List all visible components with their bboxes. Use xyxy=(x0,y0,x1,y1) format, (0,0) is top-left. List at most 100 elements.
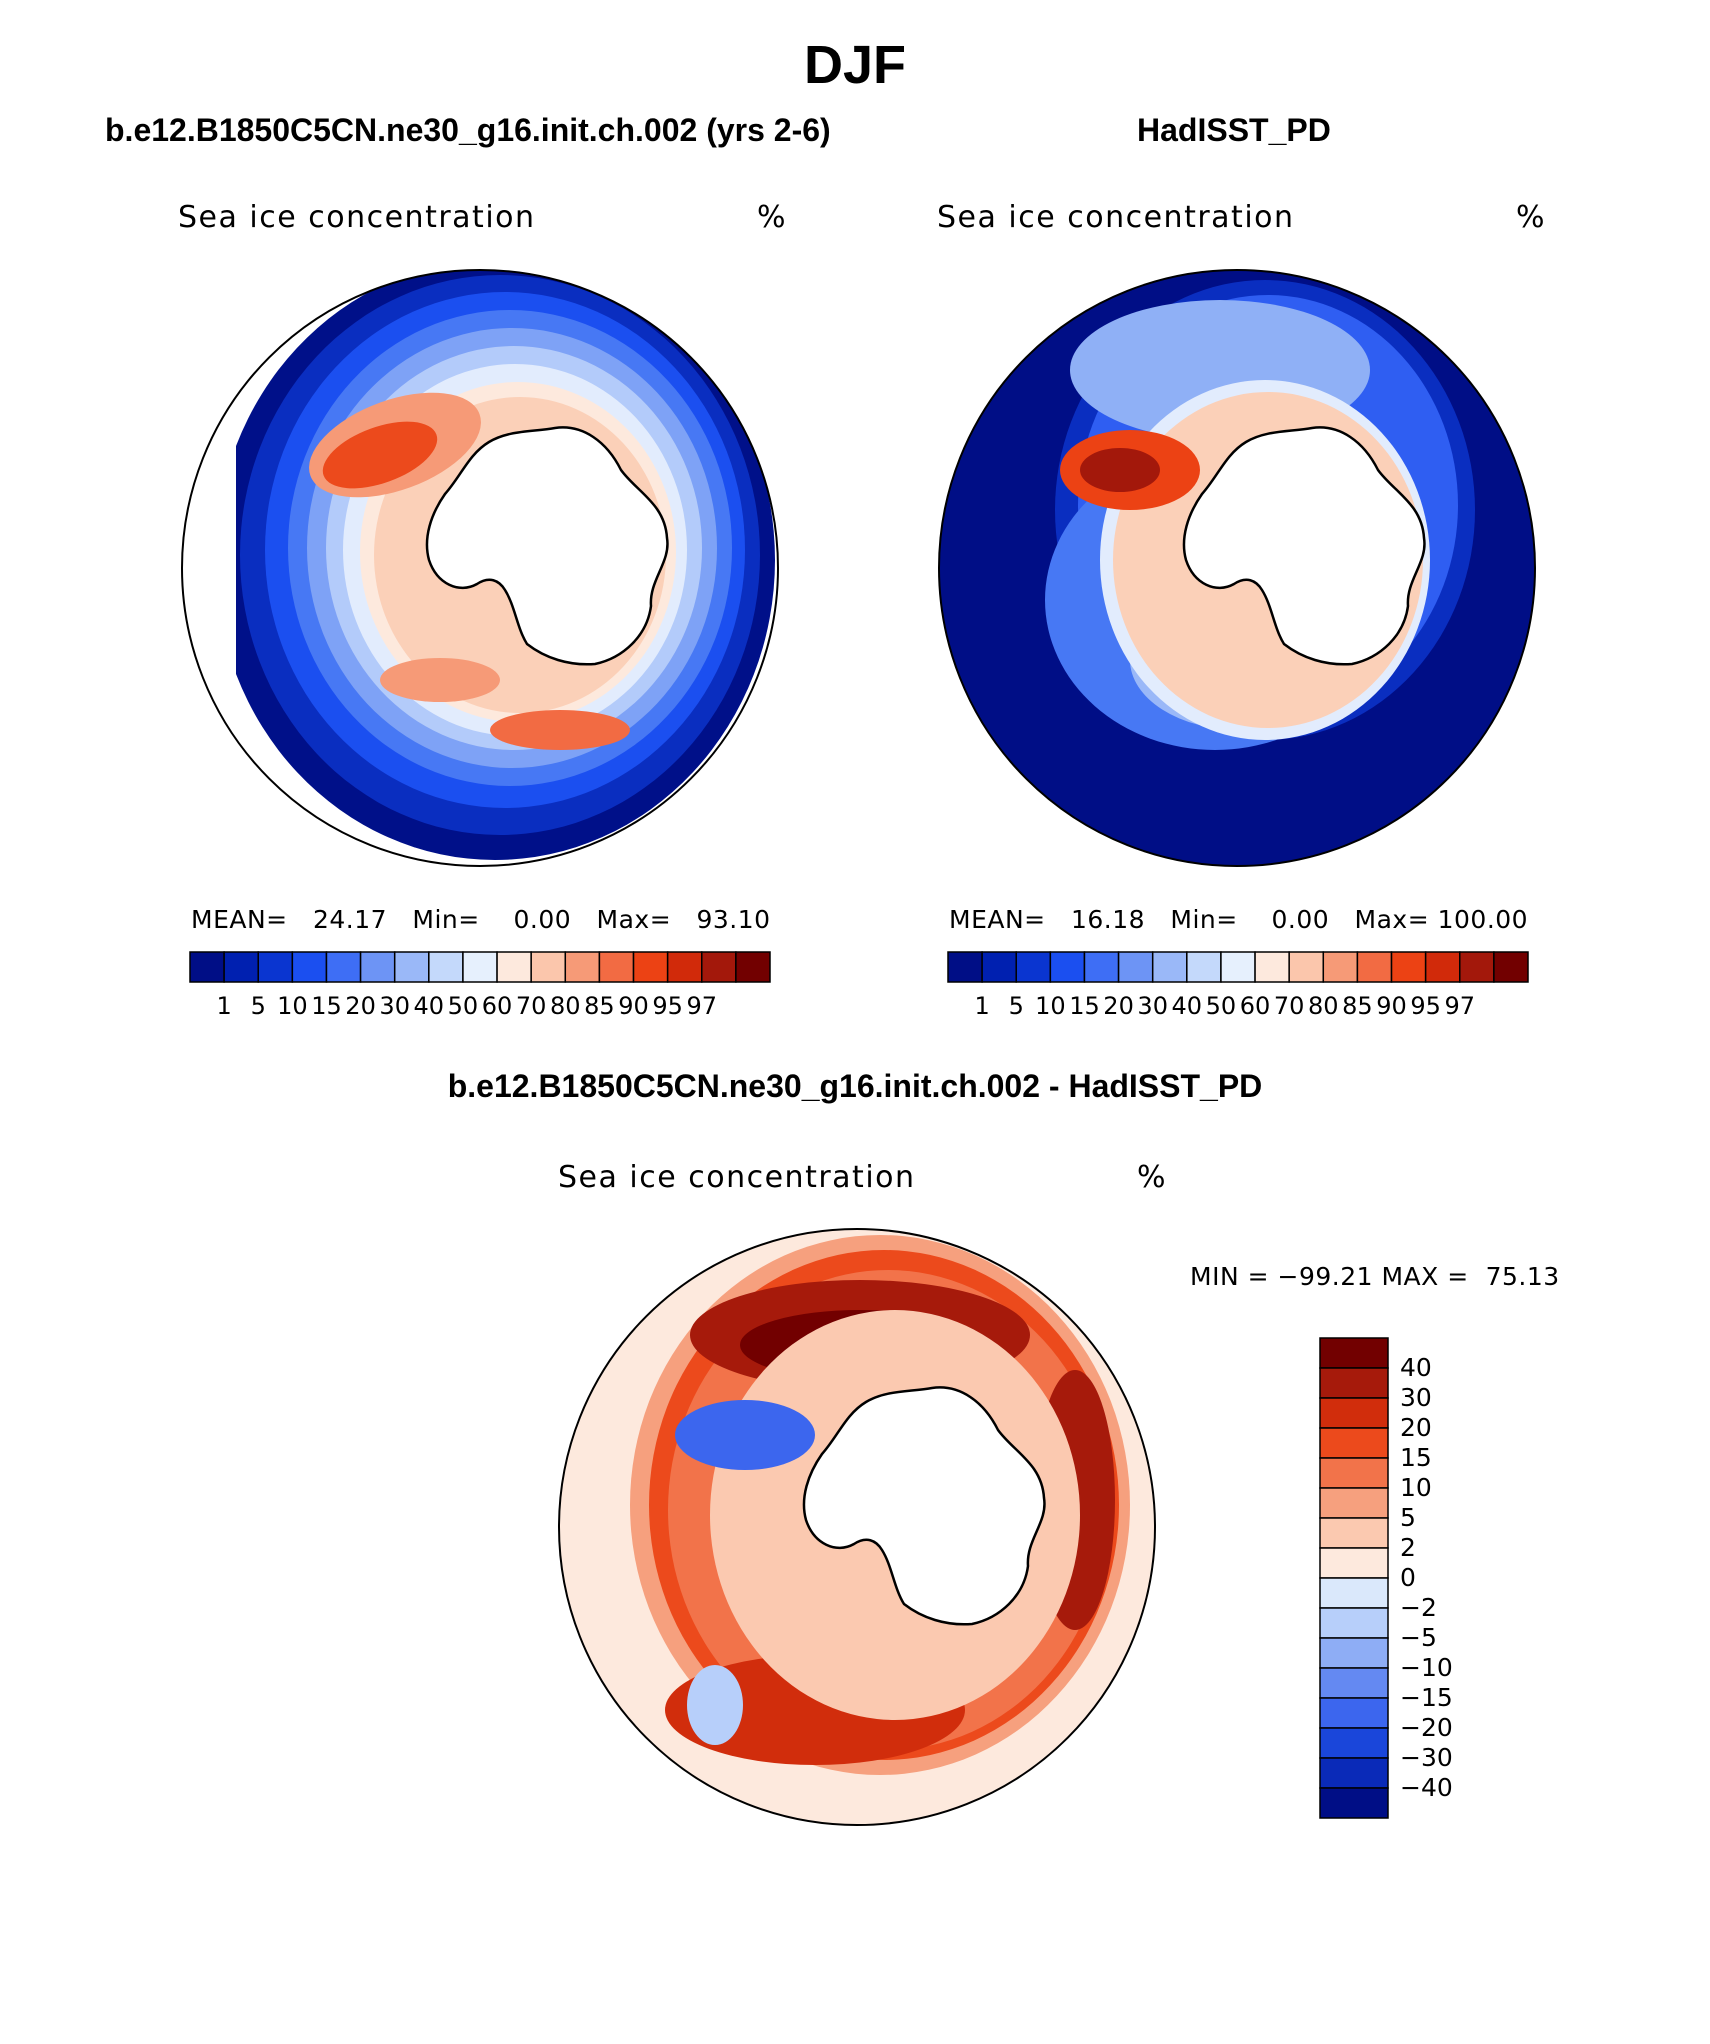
model-colorbar-box xyxy=(428,951,464,983)
figure-title: DJF xyxy=(803,35,906,95)
model-map xyxy=(181,269,779,867)
diff-colorbar-box xyxy=(1319,1457,1389,1489)
obs-stats: MEAN= 16.18 Min= 0.00 Max= 100.00 xyxy=(949,905,1528,934)
obs-colorbar-tick-label: 60 xyxy=(1239,992,1271,1020)
obs-colorbar-box xyxy=(981,951,1017,983)
model-min-label: Min= xyxy=(412,905,480,934)
diff-colorbar-box xyxy=(1319,1517,1389,1549)
obs-colorbar-box xyxy=(1151,951,1188,983)
obs-colorbar-tick-label: 97 xyxy=(1444,992,1476,1020)
panel-diff-units-label: % xyxy=(1137,1160,1168,1195)
model-mean-value: 24.17 xyxy=(312,905,388,934)
model-colorbar-tick-label: 80 xyxy=(550,992,581,1020)
model-colorbar xyxy=(189,951,771,983)
diff-colorbar-box xyxy=(1319,1697,1389,1729)
obs-colorbar-box xyxy=(1049,951,1086,983)
diff-colorbar-tick-label: 0 xyxy=(1400,1563,1416,1592)
obs-colorbar-tick-label: 80 xyxy=(1308,992,1339,1020)
obs-colorbar-box xyxy=(1356,951,1393,983)
obs-colorbar-tick-label: 85 xyxy=(1342,992,1373,1020)
obs-colorbar-tick-label: 95 xyxy=(1410,992,1441,1020)
obs-mean-label: MEAN= xyxy=(949,905,1046,934)
diff-colorbar xyxy=(1319,1337,1389,1819)
model-colorbar-tick-label: 90 xyxy=(618,992,649,1020)
obs-colorbar-tick-label: 15 xyxy=(1069,992,1100,1020)
diff-min-value: −99.21 xyxy=(1277,1262,1374,1291)
obs-colorbar-tick-label: 90 xyxy=(1376,992,1407,1020)
obs-colorbar-box xyxy=(1186,951,1222,983)
panel-obs-units-label: % xyxy=(1516,200,1547,235)
model-colorbar-box xyxy=(223,951,259,983)
model-colorbar-box xyxy=(257,951,294,983)
diff-colorbar-box xyxy=(1319,1547,1389,1579)
obs-colorbar-box xyxy=(1424,951,1461,983)
panel-model-units-label: % xyxy=(757,200,788,235)
diff-colorbar-tick-label: 40 xyxy=(1400,1353,1432,1382)
model-colorbar-tick-label: 70 xyxy=(515,992,547,1020)
obs-colorbar-box xyxy=(1322,951,1359,983)
model-colorbar-tick-label: 85 xyxy=(584,992,615,1020)
model-mean-label: MEAN= xyxy=(191,905,288,934)
panel-model-case-title: b.e12.B1850C5CN.ne30_g16.init.ch.002 (yr… xyxy=(105,112,831,148)
diff-colorbar-box xyxy=(1319,1337,1389,1369)
diff-colorbar-box xyxy=(1319,1757,1389,1789)
obs-max-value: 100.00 xyxy=(1437,905,1529,934)
diff-colorbar-tick-label: 2 xyxy=(1400,1533,1416,1562)
diff-colorbar-tick-label: −15 xyxy=(1400,1683,1453,1712)
obs-colorbar-box xyxy=(1459,951,1495,983)
diff-max-label: MAX = xyxy=(1381,1262,1469,1291)
obs-colorbar-box xyxy=(1390,951,1427,983)
diff-colorbar-box xyxy=(1319,1427,1389,1459)
model-colorbar-tick-label: 5 xyxy=(250,992,266,1020)
model-colorbar-box xyxy=(325,951,362,983)
model-colorbar-tick-label: 1 xyxy=(216,992,232,1020)
obs-colorbar-box xyxy=(1288,951,1325,983)
obs-colorbar xyxy=(947,951,1529,983)
panel-model-variable-label: Sea ice concentration xyxy=(178,200,536,235)
model-max-value: 93.10 xyxy=(696,905,771,934)
obs-colorbar-box xyxy=(1015,951,1052,983)
diff-colorbar-box xyxy=(1319,1367,1389,1399)
diff-colorbar-tick-label: −2 xyxy=(1400,1593,1437,1622)
diff-min-label: MIN = xyxy=(1190,1262,1270,1291)
obs-colorbar-tick-label: 70 xyxy=(1273,992,1305,1020)
model-colorbar-tick-label: 97 xyxy=(686,992,718,1020)
panel-obs-case-title: HadISST_PD xyxy=(1137,112,1331,148)
model-colorbar-box xyxy=(291,951,328,983)
model-colorbar-box xyxy=(393,951,430,983)
model-colorbar-tick-label: 60 xyxy=(481,992,513,1020)
diff-colorbar-tick-label: 10 xyxy=(1400,1473,1432,1502)
model-colorbar-box xyxy=(359,951,396,983)
model-colorbar-tick-label: 50 xyxy=(447,992,479,1020)
diff-colorbar-tick-label: −10 xyxy=(1400,1653,1453,1682)
obs-min-label: Min= xyxy=(1170,905,1238,934)
obs-colorbar-tick-label: 10 xyxy=(1035,992,1066,1020)
diff-colorbar-tick-label: −30 xyxy=(1400,1743,1453,1772)
obs-colorbar-tick-label: 40 xyxy=(1171,992,1203,1020)
diff-colorbar-box xyxy=(1319,1727,1389,1759)
diff-colorbar-tick-label: −20 xyxy=(1400,1713,1453,1742)
obs-colorbar-tick-label: 1 xyxy=(974,992,990,1020)
panel-diff-variable-label: Sea ice concentration xyxy=(558,1160,916,1195)
diff-colorbar-tick-label: 15 xyxy=(1400,1443,1432,1472)
obs-colorbar-tick-label: 30 xyxy=(1137,992,1168,1020)
obs-colorbar-tick-label: 50 xyxy=(1205,992,1237,1020)
model-colorbar-tick-label: 95 xyxy=(652,992,683,1020)
diff-map xyxy=(558,1228,1156,1826)
model-colorbar-box xyxy=(735,951,771,983)
panel-obs-variable-label: Sea ice concentration xyxy=(937,200,1295,235)
model-colorbar-tick-label: 10 xyxy=(277,992,308,1020)
obs-colorbar-box xyxy=(1083,951,1120,983)
diff-colorbar-box xyxy=(1319,1637,1389,1669)
diff-stats: MIN = −99.21 MAX = 75.13 xyxy=(1190,1262,1560,1291)
model-colorbar-box xyxy=(598,951,635,983)
diff-colorbar-box xyxy=(1319,1577,1389,1609)
model-colorbar-tick-label: 15 xyxy=(311,992,342,1020)
diff-colorbar-tick-label: 30 xyxy=(1400,1383,1432,1412)
panel-diff-case-title: b.e12.B1850C5CN.ne30_g16.init.ch.002 - H… xyxy=(447,1068,1263,1104)
model-colorbar-box xyxy=(189,951,225,983)
model-max-label: Max= xyxy=(596,905,672,934)
model-colorbar-tick-label: 20 xyxy=(345,992,376,1020)
diff-colorbar-tick-label: 5 xyxy=(1400,1503,1416,1532)
